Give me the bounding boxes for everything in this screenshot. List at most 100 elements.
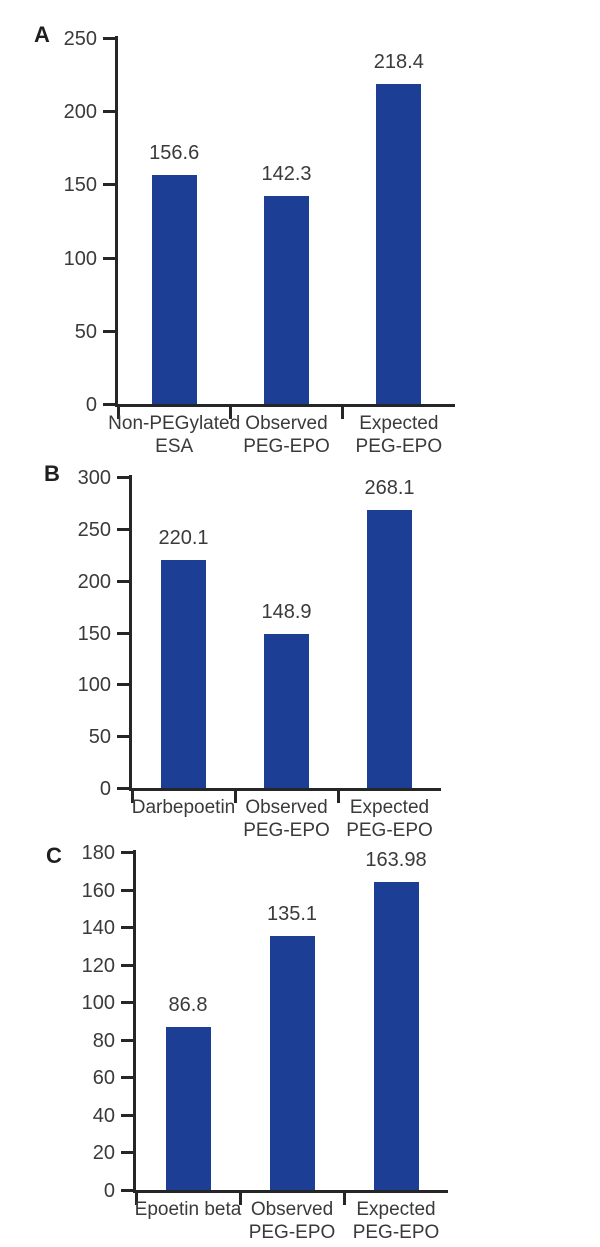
category-label-line: ESA <box>155 436 194 457</box>
y-tick-label-c: 0 <box>103 1180 115 1202</box>
bar-value-label-c-2: 163.98 <box>365 849 427 872</box>
y-tick-label-a: 50 <box>74 320 97 343</box>
category-label-line: PEG-EPO <box>352 1222 440 1243</box>
panel-letter-b: B <box>44 461 60 486</box>
y-tick-mark-a <box>103 256 115 260</box>
category-label-line: Observed <box>250 1199 334 1220</box>
y-tick-label-c: 160 <box>81 879 115 902</box>
x-tick-mark-c-2 <box>342 1193 346 1205</box>
x-tick-mark-c-1 <box>238 1193 242 1205</box>
category-label-b-0: Darbepoetin <box>112 796 255 819</box>
y-tick-mark-c <box>121 1038 133 1042</box>
category-label-b-1: Observed PEG-EPO <box>215 796 358 842</box>
bar-c-2 <box>373 882 419 1190</box>
category-label-line: Observed <box>245 413 328 434</box>
y-tick-label-b: 250 <box>77 518 111 541</box>
x-tick-mark-a-1 <box>228 407 232 419</box>
category-label-line: PEG-EPO <box>243 436 330 457</box>
panel-letter-a: A <box>34 22 50 47</box>
category-label-line: Non-PEGylated <box>108 413 241 434</box>
y-tick-label-b: 200 <box>77 570 111 593</box>
y-tick-label-a: 200 <box>63 101 97 124</box>
category-label-line: Expected <box>349 797 430 818</box>
bar-a-0 <box>151 174 197 404</box>
plot-area-b: 220.1 148.9 268.1 <box>132 477 441 788</box>
category-label-c-0: Epoetin beta <box>116 1198 260 1221</box>
y-tick-mark-a <box>103 183 115 187</box>
category-label-c-2: Expected PEG-EPO <box>324 1198 468 1244</box>
y-tick-label-c: 140 <box>81 917 115 940</box>
y-tick-mark-c <box>121 1113 133 1117</box>
y-tick-mark-a <box>103 110 115 114</box>
y-tick-mark-b <box>117 787 129 790</box>
bar-b-0 <box>161 559 206 788</box>
x-tick-mark-a-2 <box>341 407 345 419</box>
y-tick-label-c: 120 <box>81 954 115 977</box>
y-tick-mark-c <box>121 1076 133 1080</box>
y-tick-label-c: 180 <box>81 842 115 864</box>
y-tick-mark-a <box>103 329 115 333</box>
y-tick-mark-b <box>117 527 129 531</box>
x-axis-line-a <box>115 404 455 407</box>
y-tick-label-b: 50 <box>88 726 111 749</box>
category-label-line: Darbepoetin <box>131 797 236 818</box>
panel-letter-c: C <box>46 843 62 868</box>
y-tick-mark-b <box>117 579 129 583</box>
x-tick-mark-b-1 <box>233 791 237 803</box>
bar-c-1 <box>269 936 315 1190</box>
x-tick-mark-b-2 <box>336 791 340 803</box>
category-label-c-1: Observed PEG-EPO <box>220 1198 364 1244</box>
bar-a-2 <box>376 84 422 404</box>
category-label-line: Epoetin beta <box>134 1199 242 1220</box>
x-tick-mark-c-0 <box>134 1193 138 1205</box>
category-label-line: PEG-EPO <box>248 1222 336 1243</box>
y-tick-label-c: 100 <box>81 992 115 1015</box>
y-tick-label-a: 250 <box>63 28 97 50</box>
bar-b-1 <box>264 633 309 788</box>
y-tick-label-b: 100 <box>77 674 111 697</box>
y-tick-label-b: 150 <box>77 622 111 645</box>
y-tick-mark-b <box>117 735 129 739</box>
category-label-a-2: Expected PEG-EPO <box>323 412 475 458</box>
y-tick-mark-c <box>121 851 133 854</box>
bar-value-label-a-0: 156.6 <box>149 141 200 164</box>
y-axis-line-a <box>115 36 118 407</box>
y-tick-mark-c <box>121 1001 133 1005</box>
x-tick-mark-a-0 <box>116 407 120 419</box>
y-tick-mark-b <box>117 476 129 479</box>
y-tick-mark-a <box>103 403 115 406</box>
y-tick-label-c: 20 <box>92 1142 115 1165</box>
y-tick-label-a: 100 <box>63 247 97 270</box>
category-label-line: PEG-EPO <box>243 820 330 841</box>
x-tick-mark-b-0 <box>130 791 134 803</box>
category-label-line: Observed <box>245 797 328 818</box>
bar-value-label-c-1: 135.1 <box>266 903 318 926</box>
y-axis-line-b <box>129 475 132 791</box>
category-label-line: PEG-EPO <box>346 820 433 841</box>
y-axis-line-c <box>133 850 136 1193</box>
y-tick-label-c: 40 <box>92 1104 115 1127</box>
category-label-line: Expected <box>359 413 439 434</box>
y-tick-label-b: 300 <box>77 467 111 489</box>
bar-value-label-a-1: 142.3 <box>261 162 312 185</box>
bar-value-label-b-1: 148.9 <box>261 600 312 623</box>
category-label-a-1: Observed PEG-EPO <box>210 412 362 458</box>
y-tick-label-c: 60 <box>92 1067 115 1090</box>
plot-area-c: 86.8 135.1 163.98 <box>136 850 448 1190</box>
y-tick-label-c: 80 <box>92 1029 115 1052</box>
bar-value-label-c-0: 86.8 <box>168 994 208 1016</box>
plot-area-a: 156.6 142.3 218.4 <box>118 38 455 404</box>
y-tick-label-a: 0 <box>85 394 97 416</box>
bar-b-2 <box>367 510 412 788</box>
y-tick-label-a: 150 <box>63 174 97 197</box>
bar-c-0 <box>165 1027 211 1190</box>
bar-value-label-b-0: 220.1 <box>158 526 209 549</box>
y-tick-mark-a <box>103 37 115 40</box>
category-label-line: PEG-EPO <box>355 436 443 457</box>
x-axis-line-b <box>129 788 441 791</box>
y-tick-label-b: 0 <box>99 778 111 800</box>
